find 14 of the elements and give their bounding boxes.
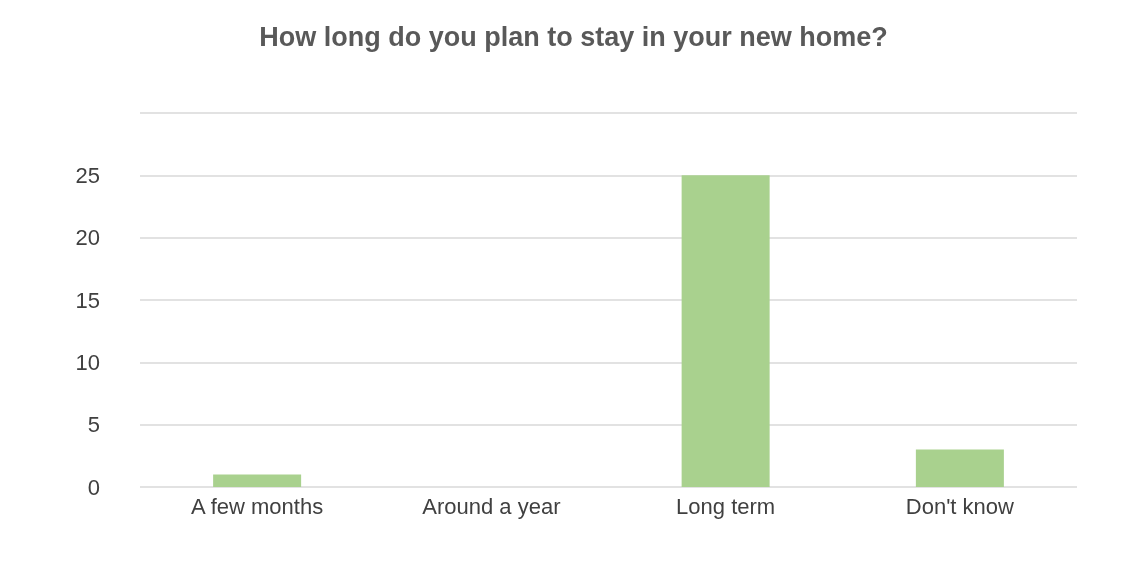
y-tick-label: 10 <box>75 349 100 375</box>
bar <box>915 449 1004 487</box>
y-tick-label: 25 <box>75 162 100 188</box>
bar <box>213 474 302 487</box>
x-tick-label: A few months <box>191 493 324 519</box>
y-tick-label: 15 <box>75 287 100 313</box>
y-tick-label: 0 <box>87 474 100 500</box>
y-tick-label: 20 <box>75 225 100 251</box>
y-tick-label: 5 <box>87 412 100 438</box>
chart-title: How long do you plan to stay in your new home? <box>259 21 888 52</box>
x-tick-label: Around a year <box>422 493 561 519</box>
bar <box>681 175 770 487</box>
x-tick-label: Long term <box>676 493 776 519</box>
x-tick-label: Don't know <box>905 493 1015 519</box>
